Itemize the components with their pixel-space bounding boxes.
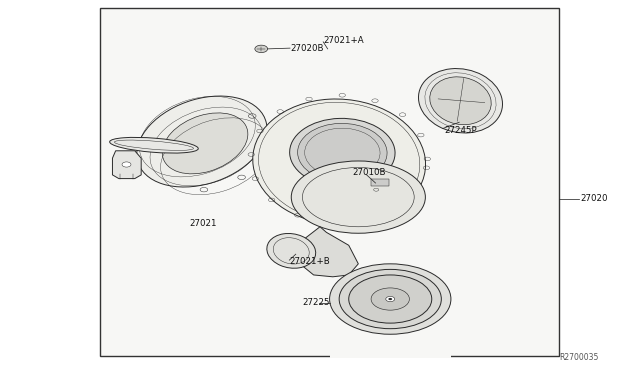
- Ellipse shape: [290, 118, 395, 187]
- Circle shape: [386, 296, 395, 302]
- Circle shape: [122, 162, 131, 167]
- Text: 27021+A: 27021+A: [323, 36, 364, 45]
- Ellipse shape: [291, 161, 426, 233]
- Circle shape: [255, 45, 268, 52]
- Bar: [330, 349, 451, 358]
- Ellipse shape: [253, 99, 426, 225]
- Circle shape: [388, 298, 392, 300]
- Circle shape: [349, 275, 432, 323]
- Circle shape: [330, 264, 451, 334]
- Text: R2700035: R2700035: [559, 353, 599, 362]
- Bar: [371, 179, 389, 186]
- Polygon shape: [298, 227, 358, 277]
- Ellipse shape: [419, 68, 502, 133]
- Ellipse shape: [109, 137, 198, 153]
- Polygon shape: [113, 151, 141, 179]
- Ellipse shape: [267, 234, 316, 268]
- Bar: [100, 8, 559, 356]
- Circle shape: [339, 269, 442, 329]
- Text: 27245P: 27245P: [444, 126, 477, 135]
- Text: 27021: 27021: [189, 219, 216, 228]
- Ellipse shape: [162, 113, 248, 174]
- Ellipse shape: [298, 124, 387, 182]
- Text: 27010B: 27010B: [352, 168, 385, 177]
- Circle shape: [371, 288, 410, 310]
- Ellipse shape: [137, 96, 267, 187]
- Ellipse shape: [430, 77, 492, 125]
- Text: 27020B: 27020B: [291, 44, 324, 52]
- Text: 27020: 27020: [580, 195, 607, 203]
- Text: 27225: 27225: [303, 298, 330, 307]
- Text: 27021+B: 27021+B: [289, 257, 330, 266]
